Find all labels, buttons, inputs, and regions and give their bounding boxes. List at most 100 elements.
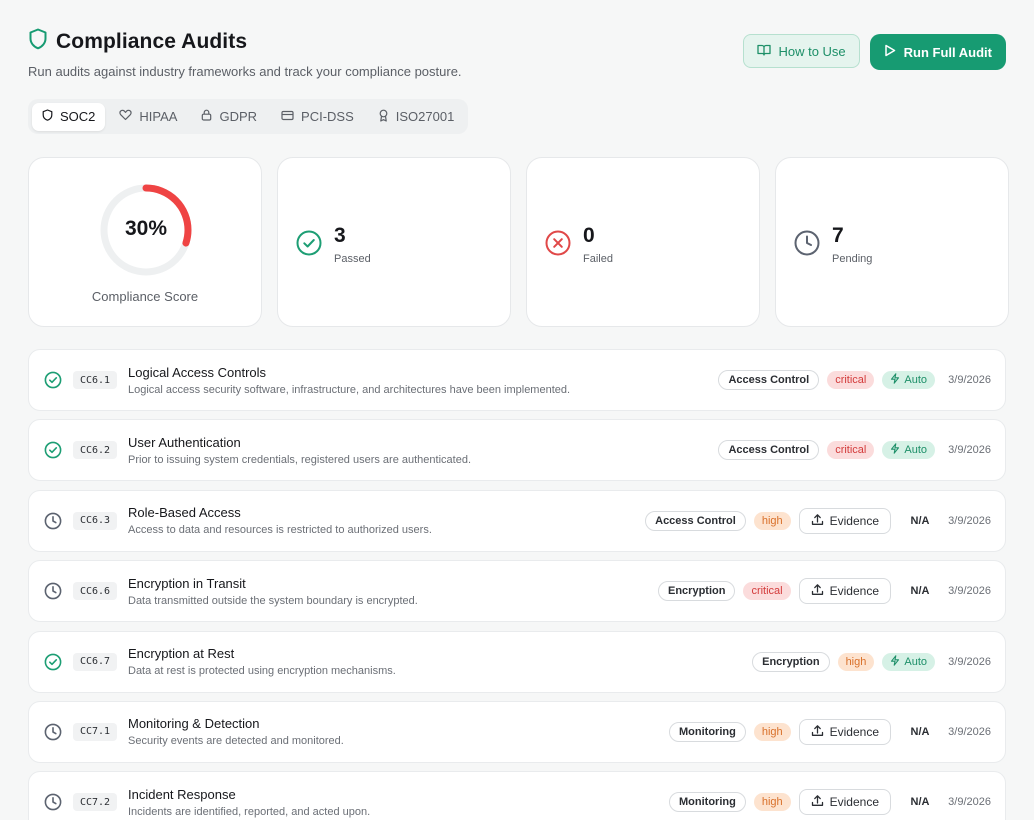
auto-label: Auto	[904, 655, 927, 668]
control-code: CC6.6	[73, 582, 117, 601]
control-description: Logical access security software, infras…	[128, 383, 571, 396]
heart-icon	[119, 109, 133, 124]
shield-icon	[28, 28, 48, 55]
control-description: Access to data and resources is restrict…	[128, 524, 432, 537]
upload-icon	[811, 724, 824, 740]
tab-pci-dss[interactable]: PCI-DSS	[271, 103, 364, 131]
na-value: N/A	[910, 514, 930, 527]
tab-soc2[interactable]: SOC2	[32, 102, 106, 131]
run-full-audit-button[interactable]: Run Full Audit	[869, 34, 1006, 70]
auto-label: Auto	[904, 444, 927, 457]
audit-date: 3/9/2026	[948, 374, 991, 386]
check-circle-icon	[296, 230, 322, 261]
upload-icon	[811, 794, 824, 810]
auto-badge: Auto	[882, 652, 935, 671]
failed-count: 0	[583, 224, 595, 247]
audit-date: 3/9/2026	[948, 585, 991, 598]
control-title: Encryption in Transit	[128, 575, 246, 591]
passed-card: 3 Passed	[277, 157, 511, 327]
control-code: CC6.3	[73, 511, 117, 530]
compliance-score-ring	[100, 184, 192, 276]
category-badge: Access Control	[645, 510, 746, 531]
control-title: Logical Access Controls	[128, 364, 267, 380]
control-code: CC6.7	[73, 652, 117, 671]
control-description: Data transmitted outside the system boun…	[128, 594, 418, 607]
na-value: N/A	[910, 796, 930, 809]
evidence-label: Evidence	[829, 513, 879, 528]
failed-label: Failed	[583, 253, 613, 265]
upload-evidence-button[interactable]: Evidence	[798, 578, 891, 605]
page-title: Compliance Audits	[56, 29, 248, 53]
run-full-audit-label: Run Full Audit	[903, 44, 992, 60]
category-badge: Access Control	[718, 440, 820, 461]
control-code: CC6.2	[73, 441, 117, 460]
tab-label: HIPAA	[139, 109, 178, 124]
clock-icon	[794, 230, 820, 261]
page-subtitle: Run audits against industry frameworks a…	[28, 64, 462, 79]
tab-iso27001[interactable]: ISO27001	[368, 103, 465, 131]
page-header: Compliance Audits Run audits against ind…	[28, 28, 1006, 88]
how-to-use-button[interactable]: How to Use	[743, 34, 860, 68]
control-row[interactable]: CC7.2 Incident Response Incidents are iden…	[28, 771, 1006, 820]
control-row[interactable]: CC6.1 Logical Access Controls Logical acce…	[28, 349, 1006, 411]
severity-badge: high	[753, 722, 791, 741]
evidence-label: Evidence	[829, 724, 879, 739]
check-circle-icon	[43, 441, 63, 459]
control-code: CC6.1	[73, 371, 117, 389]
zap-icon	[890, 373, 900, 387]
category-badge: Encryption	[752, 651, 830, 672]
clock-icon	[43, 512, 63, 530]
passed-label: Passed	[334, 253, 371, 265]
severity-badge: high	[753, 793, 791, 812]
tab-gdpr[interactable]: GDPR	[191, 103, 267, 131]
control-row[interactable]: CC6.7 Encryption at Rest Data at rest is p…	[28, 630, 1006, 693]
lock-icon	[201, 109, 212, 124]
upload-evidence-button[interactable]: Evidence	[798, 507, 891, 534]
na-value: N/A	[910, 725, 930, 738]
play-icon	[884, 44, 896, 60]
check-circle-icon	[43, 371, 63, 389]
clock-icon	[43, 793, 63, 811]
audit-date: 3/9/2026	[948, 796, 991, 809]
control-row[interactable]: CC6.6 Encryption in Transit Data transmitt…	[28, 560, 1006, 623]
clock-icon	[43, 723, 63, 741]
framework-tabs: SOC2 HIPAA GDPR PCI-DSS ISO27001	[28, 99, 469, 134]
shield-icon	[42, 109, 53, 124]
clock-icon	[43, 582, 63, 600]
severity-badge: critical	[827, 441, 875, 460]
severity-badge: critical	[743, 582, 791, 601]
control-title: Incident Response	[128, 786, 236, 802]
zap-icon	[890, 654, 900, 669]
pending-count: 7	[832, 224, 844, 247]
evidence-label: Evidence	[829, 795, 879, 810]
control-title: Role-Based Access	[128, 505, 241, 521]
upload-evidence-button[interactable]: Evidence	[798, 789, 891, 816]
control-row[interactable]: CC6.2 User Authentication Prior to issuing…	[28, 419, 1006, 482]
controls-list: CC6.1 Logical Access Controls Logical acce…	[28, 349, 1006, 820]
zap-icon	[890, 443, 900, 457]
tab-label: ISO27001	[395, 109, 455, 124]
credit-card-icon	[281, 109, 294, 124]
control-description: Incidents are identified, reported, and …	[128, 805, 371, 818]
auto-badge: Auto	[882, 441, 935, 460]
book-icon	[757, 43, 772, 60]
control-row[interactable]: CC7.1 Monitoring & Detection Security even…	[28, 700, 1006, 763]
severity-badge: high	[753, 511, 791, 530]
category-badge: Monitoring	[669, 792, 746, 813]
how-to-use-label: How to Use	[778, 43, 846, 59]
control-row[interactable]: CC6.3 Role-Based Access Access to data and…	[28, 489, 1006, 552]
tab-hipaa[interactable]: HIPAA	[109, 103, 187, 131]
category-badge: Access Control	[718, 370, 820, 390]
severity-badge: high	[837, 652, 875, 671]
control-code: CC7.1	[73, 722, 117, 741]
x-circle-icon	[545, 230, 571, 261]
award-icon	[378, 109, 389, 125]
compliance-score-arc	[100, 184, 192, 276]
audit-date: 3/9/2026	[948, 444, 991, 457]
passed-count: 3	[334, 224, 346, 247]
tab-label: PCI-DSS	[301, 109, 354, 124]
upload-evidence-button[interactable]: Evidence	[798, 718, 891, 745]
category-badge: Encryption	[658, 581, 736, 602]
audit-date: 3/9/2026	[948, 655, 991, 668]
control-description: Data at rest is protected using encrypti…	[128, 665, 396, 678]
